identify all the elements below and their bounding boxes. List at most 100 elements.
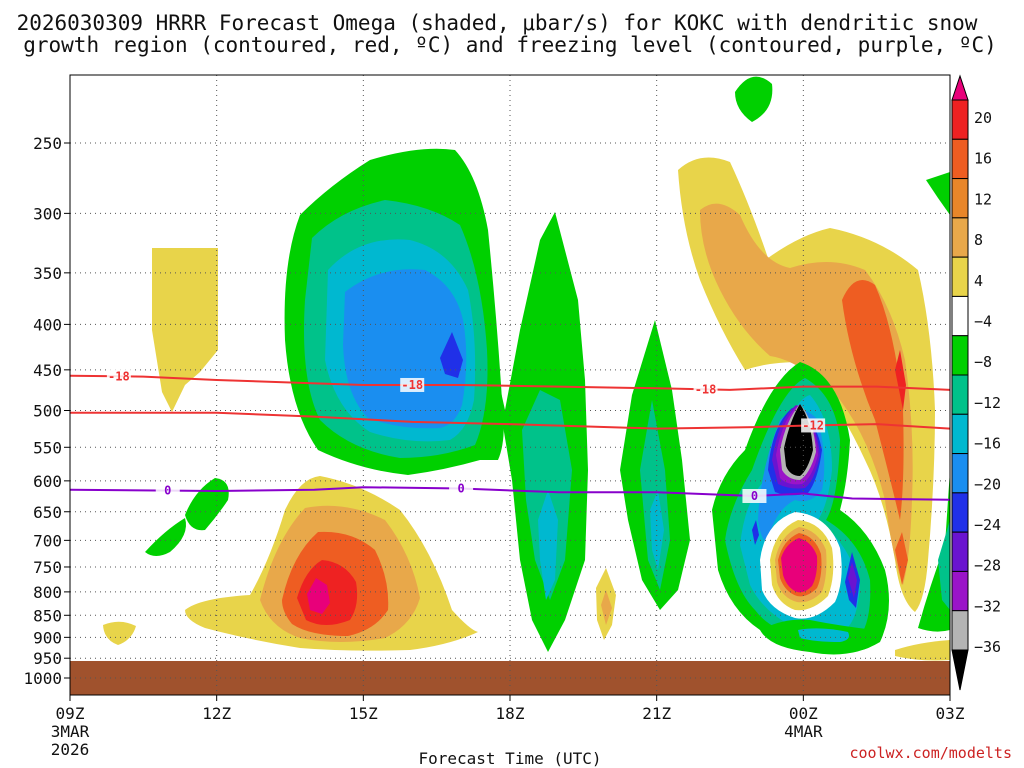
colorbar-segment bbox=[951, 531, 969, 572]
colorbar-segment bbox=[951, 256, 969, 297]
contour-label: 0 bbox=[164, 484, 171, 498]
colorbar-label: −36 bbox=[974, 638, 1001, 656]
colorbar-label: 16 bbox=[974, 150, 992, 168]
y-tick-label: 900 bbox=[33, 628, 62, 647]
colorbar-label: 20 bbox=[974, 109, 992, 127]
colorbar-segment bbox=[951, 492, 969, 533]
colorbar-label: −16 bbox=[974, 435, 1001, 453]
contour-label-bg bbox=[742, 488, 767, 503]
colorbar-segment bbox=[951, 570, 969, 612]
omega-region bbox=[145, 518, 186, 556]
omega-region bbox=[152, 248, 218, 412]
omega-region bbox=[895, 640, 950, 661]
colorbar: 20 16 12 8 4 −4 −8 −12 −16 −20 −24 −28 −32 −36 bbox=[951, 74, 1001, 691]
omega-region bbox=[538, 490, 558, 600]
contour-label: -18 bbox=[401, 378, 423, 392]
x-axis-label: Forecast Time (UTC) bbox=[418, 749, 601, 768]
colorbar-segment bbox=[951, 610, 969, 651]
colorbar-segment bbox=[951, 413, 969, 455]
colorbar-label: −20 bbox=[974, 475, 1001, 493]
colorbar-segment bbox=[951, 217, 969, 258]
omega-region bbox=[798, 628, 849, 642]
omega-shading bbox=[103, 76, 950, 661]
colorbar-segment bbox=[951, 178, 969, 219]
contour-label-bg bbox=[693, 382, 718, 397]
y-tick-label: 850 bbox=[33, 606, 62, 625]
colorbar-label: 12 bbox=[974, 190, 992, 208]
y-tick-label: 300 bbox=[33, 204, 62, 223]
omega-region bbox=[781, 538, 818, 593]
x-tick-date: 4MAR bbox=[784, 722, 823, 741]
credit-text: coolwx.com/modelts bbox=[849, 744, 1012, 762]
omega-region bbox=[735, 76, 773, 122]
y-tick-label: 950 bbox=[33, 649, 62, 668]
y-tick-label: 600 bbox=[33, 472, 62, 491]
omega-region bbox=[752, 520, 759, 545]
x-tick-label: 03Z bbox=[936, 704, 965, 723]
contour-label-bg bbox=[155, 483, 180, 498]
colorbar-label: −24 bbox=[974, 516, 1001, 534]
colorbar-segment bbox=[951, 138, 969, 180]
omega-region bbox=[343, 269, 467, 429]
colorbar-label: −12 bbox=[974, 394, 1001, 412]
x-tick-label: 18Z bbox=[496, 704, 525, 723]
colorbar-label: −32 bbox=[974, 597, 1001, 615]
y-tick-label: 650 bbox=[33, 503, 62, 522]
y-tick-label: 450 bbox=[33, 361, 62, 380]
omega-region bbox=[926, 172, 950, 215]
x-tick-label: 15Z bbox=[349, 704, 378, 723]
x-tick-year: 2026 bbox=[51, 740, 90, 759]
colorbar-bottom-arrow bbox=[951, 649, 969, 691]
x-tick-label: 09Z bbox=[56, 704, 85, 723]
contour-lines: -18 -18 -18 -12 0 0 0 bbox=[70, 369, 950, 503]
contour-label: -18 bbox=[108, 369, 130, 383]
omega-region bbox=[440, 332, 463, 378]
omega-region bbox=[895, 350, 906, 410]
colorbar-segment bbox=[951, 374, 969, 415]
y-tick-label: 250 bbox=[33, 134, 62, 153]
y-tick-label: 1000 bbox=[23, 669, 62, 688]
colorbar-segment bbox=[951, 453, 969, 494]
contour-label-bg bbox=[106, 369, 131, 384]
omega-region bbox=[895, 532, 908, 585]
colorbar-label: −4 bbox=[974, 313, 992, 331]
y-tick-label: 350 bbox=[33, 264, 62, 283]
contour-dendritic-18C bbox=[70, 374, 950, 391]
y-tick-label: 400 bbox=[33, 315, 62, 334]
colorbar-top-arrow bbox=[951, 74, 969, 101]
colorbar-segment bbox=[951, 335, 969, 376]
y-axis: 250 300 350 400 450 500 550 600 650 700 750 800 850 9… bbox=[23, 134, 70, 688]
x-tick-date: 3MAR bbox=[51, 722, 90, 741]
contour-label-bg bbox=[400, 377, 425, 392]
chart-title-line1: 2026030309 HRRR Forecast Omega (shaded, … bbox=[17, 11, 978, 35]
omega-region bbox=[640, 400, 670, 590]
omega-region bbox=[848, 562, 857, 598]
colorbar-label: 8 bbox=[974, 231, 983, 249]
x-tick-label: 21Z bbox=[642, 704, 671, 723]
contour-label: 0 bbox=[457, 482, 464, 496]
x-tick-label: 12Z bbox=[202, 704, 231, 723]
chart-title-line2: growth region (contoured, red, ºC) and f… bbox=[23, 33, 997, 57]
contour-dendritic-12C bbox=[70, 411, 950, 430]
y-tick-label: 500 bbox=[33, 402, 62, 421]
contour-label: 0 bbox=[751, 489, 758, 503]
contour-freezing-0C bbox=[70, 486, 950, 501]
colorbar-segment bbox=[951, 99, 969, 140]
y-tick-label: 800 bbox=[33, 583, 62, 602]
contour-label-bg bbox=[449, 481, 474, 496]
contour-label: -12 bbox=[802, 418, 824, 432]
omega-region bbox=[185, 478, 229, 531]
contour-label-bg bbox=[801, 418, 826, 433]
contour-label: -18 bbox=[695, 382, 717, 396]
x-tick-label: 00Z bbox=[789, 704, 818, 723]
omega-region bbox=[601, 590, 612, 625]
omega-region bbox=[842, 280, 904, 520]
colorbar-segment bbox=[951, 295, 969, 337]
y-tick-label: 700 bbox=[33, 531, 62, 550]
colorbar-label: −8 bbox=[974, 353, 992, 371]
omega-region bbox=[103, 621, 136, 645]
y-tick-label: 750 bbox=[33, 558, 62, 577]
omega-region bbox=[307, 578, 330, 614]
